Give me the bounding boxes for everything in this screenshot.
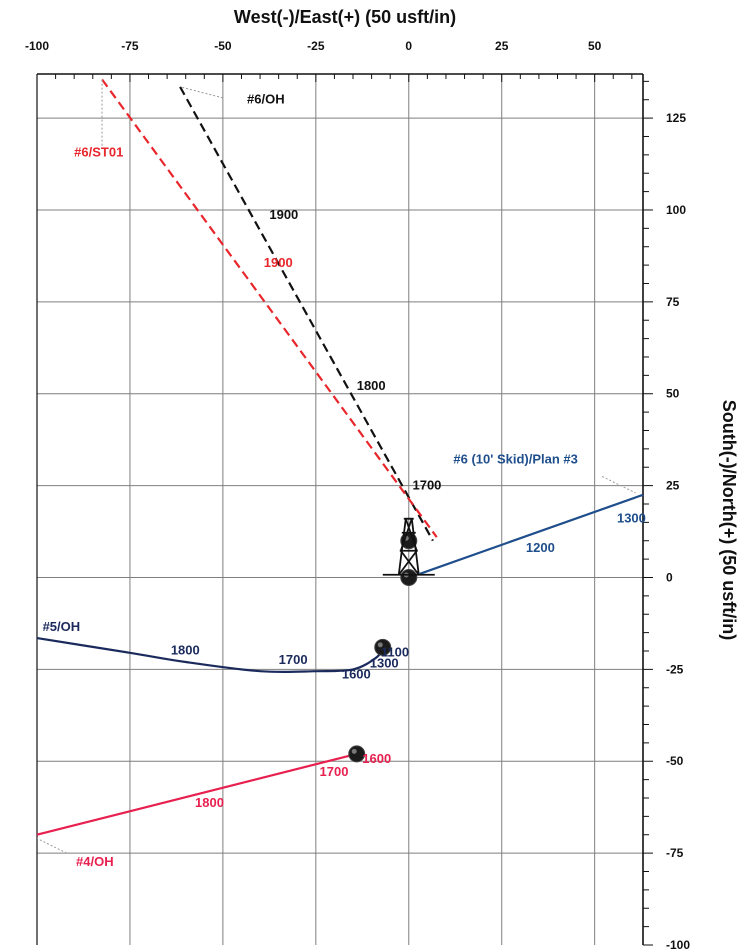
- annotation-label: #4/OH: [76, 854, 114, 869]
- annotation-label: #6/OH: [247, 91, 285, 106]
- annotation-label: 1200: [526, 540, 555, 555]
- annotation-label: #6/ST01: [74, 145, 123, 160]
- rig-icon: [382, 517, 435, 576]
- wellhead-marker-highlight: [377, 642, 383, 648]
- label-leader-line: [180, 86, 224, 99]
- x-tick-label: -75: [121, 39, 139, 53]
- y-tick-label: -25: [666, 662, 684, 676]
- annotation-label: 1900: [264, 255, 293, 270]
- y-tick-label: 100: [666, 203, 686, 217]
- trajectories: [36, 78, 644, 836]
- annotation-label: 1800: [357, 378, 386, 393]
- y-tick-label: 0: [666, 570, 673, 584]
- label-leader-line: [601, 475, 636, 494]
- y-tick-label: 125: [666, 111, 686, 125]
- annotation-label: 1900: [269, 207, 298, 222]
- trajectory-6-10-skid-plan-3: [419, 493, 644, 575]
- annotation-label: 1100: [381, 645, 409, 660]
- annotation-label: #5/OH: [43, 619, 81, 634]
- trajectory-6-st01: [101, 78, 438, 538]
- y-axis-title: South(-)/North(+) (50 usft/in): [719, 400, 739, 640]
- x-tick-label: 0: [405, 39, 412, 53]
- annotations: #6/OH #6/ST01 1900 1900 1800 1700 #6 (10' Skid…: [43, 91, 646, 869]
- y-tick-label: 25: [666, 479, 680, 493]
- annotation-label: 1700: [320, 764, 349, 779]
- trajectory-6-oh: [179, 86, 434, 542]
- y-tick-label: -50: [666, 754, 684, 768]
- wellhead-marker-highlight: [351, 748, 357, 754]
- y-tick-label: -100: [666, 938, 690, 951]
- axes: -100 -75 -50 -25 0 25 50 125 100 75 50 25 0 -25 -50 -75…: [25, 39, 690, 951]
- grid: [37, 74, 643, 945]
- annotation-label: 1800: [195, 795, 224, 810]
- rig-derrick-bracing: [398, 517, 420, 576]
- y-tick-label: 75: [666, 295, 680, 309]
- annotation-label: 1600: [342, 667, 371, 682]
- y-tick-label: -75: [666, 846, 684, 860]
- annotation-label: 1600: [362, 751, 391, 766]
- label-leader-line: [36, 837, 67, 854]
- trajectory-5-oh: [36, 637, 386, 674]
- x-tick-label: -50: [214, 39, 232, 53]
- annotation-label: 1700: [279, 652, 308, 667]
- annotation-label: 1300: [617, 510, 646, 525]
- y-tick-label: 50: [666, 387, 680, 401]
- annotation-label: 1300: [370, 656, 399, 671]
- wellhead-marker: [400, 568, 418, 586]
- annotation-label: 1800: [171, 643, 200, 658]
- annotation-label: #6 (10' Skid)/Plan #3: [453, 452, 577, 467]
- x-tick-label: -100: [25, 39, 49, 53]
- trajectory-4-oh: [36, 752, 357, 836]
- annotation-label: 1700: [412, 477, 441, 492]
- x-tick-label: 50: [588, 39, 602, 53]
- x-tick-label: -25: [307, 39, 325, 53]
- x-tick-label: 25: [495, 39, 509, 53]
- label-leaders: [36, 79, 636, 854]
- well-markers: [348, 517, 435, 763]
- x-axis-title: West(-)/East(+) (50 usft/in): [234, 7, 456, 27]
